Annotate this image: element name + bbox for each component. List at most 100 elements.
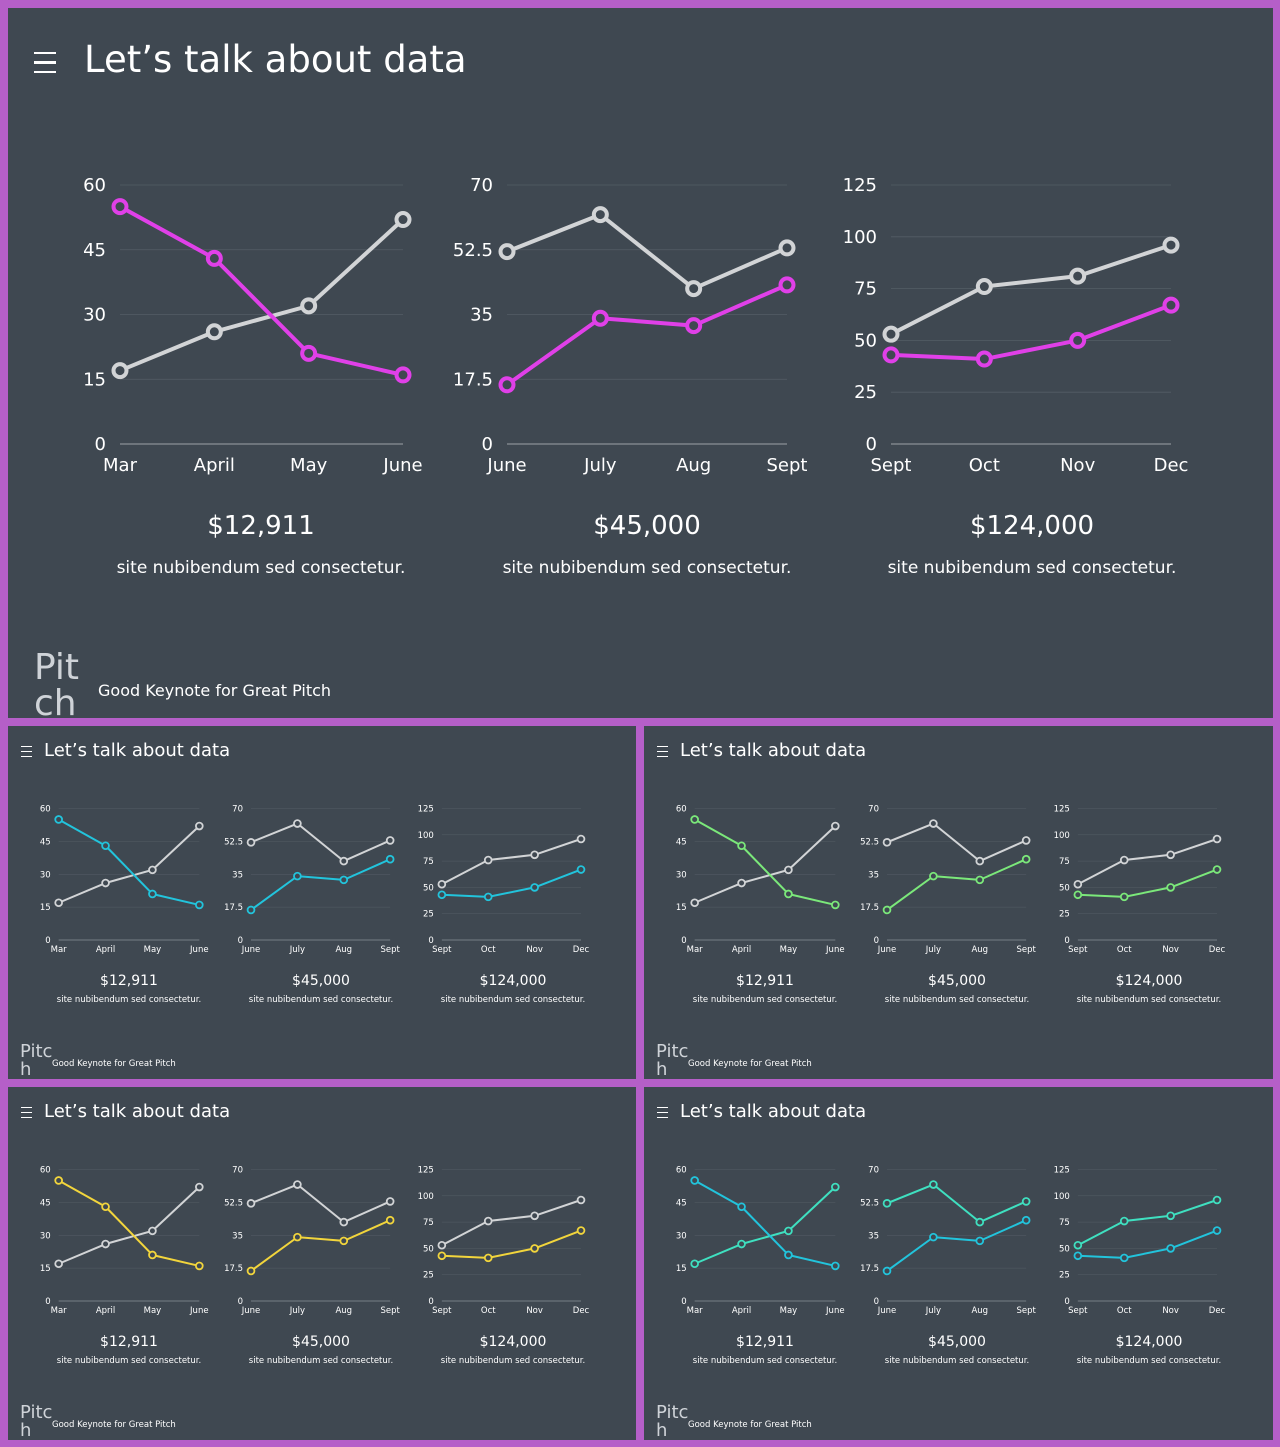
gray-series-point xyxy=(195,1182,204,1192)
gray-series-point xyxy=(394,211,412,229)
metric-value: $124,000 xyxy=(479,973,547,989)
accent-series-point xyxy=(530,1244,539,1253)
gray-series-point xyxy=(530,1211,539,1221)
accent-series-point xyxy=(339,1236,349,1246)
accent-series-point xyxy=(975,1236,985,1246)
y-tick-label: 0 xyxy=(238,1297,243,1307)
y-tick-label: 60 xyxy=(83,175,106,196)
x-tick-label: Oct xyxy=(969,455,1000,476)
y-tick-label: 60 xyxy=(676,1166,687,1176)
line-chart-1: 0 15 30 45 60 Mar April May June xyxy=(83,175,423,476)
metric-value: $124,000 xyxy=(479,1334,547,1350)
x-tick-label: Oct xyxy=(481,1306,496,1316)
x-tick-label: Sept xyxy=(380,1306,400,1316)
accent-series-line xyxy=(58,818,200,906)
accent-series-line xyxy=(119,204,404,377)
accent-series-line xyxy=(250,1219,391,1272)
gray-series-point xyxy=(148,1226,157,1236)
y-tick-label: 35 xyxy=(868,870,879,880)
tagline: Good Keynote for Great Pitch xyxy=(688,1059,812,1069)
accent-series-point xyxy=(1212,1226,1222,1235)
gray-series-line xyxy=(1077,1199,1218,1247)
gray-series-point xyxy=(54,1259,63,1269)
gray-series-line xyxy=(886,1183,1027,1224)
gray-series-point xyxy=(1073,879,1083,889)
x-tick-label: Sept xyxy=(432,1306,452,1316)
menu-icon[interactable] xyxy=(21,1107,32,1118)
y-tick-label: 70 xyxy=(868,805,879,815)
metric-value: $124,000 xyxy=(1115,973,1183,989)
menu-icon[interactable] xyxy=(21,746,32,757)
y-tick-label: 50 xyxy=(1059,1244,1070,1254)
y-tick-label: 125 xyxy=(418,1166,434,1176)
y-tick-label: 70 xyxy=(232,1166,243,1176)
x-tick-label: Sept xyxy=(1016,1306,1036,1316)
accent-series-point xyxy=(690,815,699,824)
y-tick-label: 30 xyxy=(676,1231,687,1241)
y-tick-label: 60 xyxy=(676,805,687,815)
menu-icon[interactable] xyxy=(34,52,56,73)
accent-series-line xyxy=(694,1179,836,1267)
y-tick-label: 15 xyxy=(40,903,51,913)
gray-series-point xyxy=(1166,850,1175,860)
x-tick-label: Nov xyxy=(1162,945,1179,955)
accent-series-point xyxy=(101,1202,110,1212)
y-tick-label: 30 xyxy=(83,305,106,326)
y-tick-label: 75 xyxy=(423,1218,434,1228)
accent-series-point xyxy=(437,1251,447,1261)
gray-series-point xyxy=(778,239,796,257)
accent-series-point xyxy=(394,366,412,384)
y-tick-label: 0 xyxy=(1064,1297,1069,1307)
accent-series-point xyxy=(576,1226,586,1235)
line-chart-2: 0 17.5 35 52.5 70 June July Aug Sept xyxy=(860,1166,1036,1317)
accent-series-line xyxy=(505,283,788,387)
metric-value: $124,000 xyxy=(969,511,1095,541)
y-tick-label: 45 xyxy=(676,1198,687,1208)
x-tick-label: July xyxy=(289,945,305,955)
accent-series-point xyxy=(339,875,349,885)
gray-series-point xyxy=(1166,1211,1175,1221)
line-chart-3: 0 25 50 75 100 125 Sept Oct Nov Dec xyxy=(418,1166,590,1317)
y-tick-label: 17.5 xyxy=(453,369,493,390)
gray-series-point xyxy=(54,898,63,908)
y-tick-label: 60 xyxy=(40,805,51,815)
accent-series-point xyxy=(385,1215,395,1225)
y-tick-label: 50 xyxy=(1059,883,1070,893)
y-tick-label: 0 xyxy=(681,1297,686,1307)
x-tick-label: Sept xyxy=(1068,945,1088,955)
x-tick-label: Nov xyxy=(1060,455,1095,476)
gray-series-point xyxy=(576,1195,586,1205)
line-chart-1: 0 15 30 45 60 Mar April May June xyxy=(40,1166,209,1317)
menu-icon-bar xyxy=(34,70,56,73)
x-tick-label: Mar xyxy=(51,1306,68,1316)
menu-icon[interactable] xyxy=(657,1107,668,1118)
gray-series-line xyxy=(119,218,405,373)
accent-series-point xyxy=(975,875,985,885)
gray-series-point xyxy=(300,297,318,315)
metric-value: $12,911 xyxy=(100,1334,158,1350)
gray-series-point xyxy=(1119,855,1129,865)
gray-series-point xyxy=(831,821,840,831)
accent-series-point xyxy=(1069,331,1087,349)
x-tick-label: June xyxy=(241,1306,261,1316)
gray-series-line xyxy=(890,243,1172,336)
tagline: Good Keynote for Great Pitch xyxy=(98,681,332,700)
x-tick-label: Dec xyxy=(1154,455,1189,476)
y-tick-label: 125 xyxy=(843,175,877,196)
gray-series-line xyxy=(250,1183,391,1224)
metric-caption: site nubibendum sed consectetur. xyxy=(248,995,394,1005)
slide-title: Let’s talk about data xyxy=(680,740,867,761)
y-tick-label: 15 xyxy=(676,1264,687,1274)
menu-icon-bar xyxy=(657,755,668,757)
y-tick-label: 25 xyxy=(423,1271,434,1281)
gray-series-point xyxy=(591,206,609,224)
metric-caption: site nubibendum sed consectetur. xyxy=(884,995,1030,1005)
menu-icon[interactable] xyxy=(657,746,668,757)
menu-icon-bar xyxy=(657,1107,668,1109)
x-tick-label: Sept xyxy=(871,455,912,476)
accent-series-point xyxy=(101,841,110,851)
metric-caption: site nubibendum sed consectetur. xyxy=(887,558,1177,578)
menu-icon-bar xyxy=(657,746,668,748)
metric-caption: site nubibendum sed consectetur. xyxy=(692,995,838,1005)
menu-icon-bar xyxy=(34,52,56,55)
